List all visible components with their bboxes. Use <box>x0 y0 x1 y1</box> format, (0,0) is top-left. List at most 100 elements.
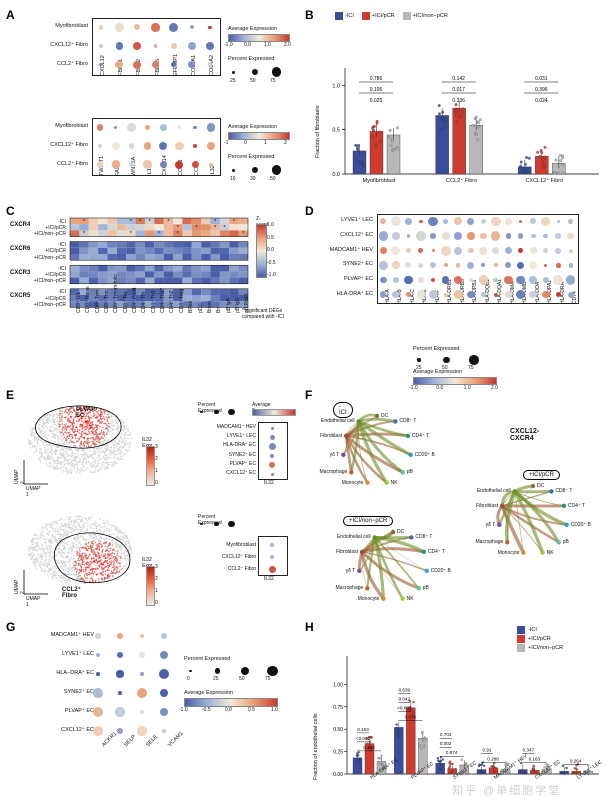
panel-c-cell <box>229 295 239 302</box>
panel-e-dotplot-top <box>258 422 288 480</box>
pct-legend-label: 10 <box>230 176 236 182</box>
colorbar-tick: 0 <box>244 140 247 146</box>
panel-e-dot <box>269 434 275 440</box>
panel-c-colorbar <box>256 224 267 278</box>
panel-c-cell <box>154 224 164 231</box>
panel-d-dot <box>504 291 512 299</box>
panel-d-dot <box>478 275 488 285</box>
pct-legend-label: 0 <box>187 676 190 682</box>
pct-legend-dot <box>189 669 192 673</box>
panel-d-dot <box>404 217 412 225</box>
panel-h-ytick: 0.75 <box>333 705 343 711</box>
pct-legend-dot <box>200 410 203 414</box>
panel-d-dot <box>530 233 536 239</box>
panel-c-cell <box>229 288 239 295</box>
panel-c-col-label: CD8⁺ Naive <box>85 286 92 314</box>
panel-c-col-label: pB IgA <box>225 298 232 314</box>
panel-d-row-label: SYNE2⁺ EC <box>342 261 373 268</box>
panel-f-condition-label: +ICI/non−pCR <box>343 516 394 526</box>
panel-c-col-label: CD8⁺ Trm <box>103 290 110 314</box>
panel-c-col-label: CD8⁺ Tex <box>122 291 129 314</box>
panel-c-cell <box>144 230 155 237</box>
panel-c-cell <box>98 224 108 231</box>
panel-h-ytick: 0.50 <box>333 727 343 733</box>
pct-legend-label: 75 <box>270 78 276 84</box>
panel-b-pvalue: 0.017 <box>452 87 465 93</box>
panel-a-top-dot <box>207 62 213 68</box>
panel-c-cell <box>219 301 230 308</box>
panel-c-cell <box>107 254 117 261</box>
panel-b-legend-item: +ICI/non−pCR <box>402 12 448 20</box>
panel-c-cell <box>201 277 211 284</box>
panel-d-col-label: HLA-C <box>409 288 416 304</box>
svg-text:*: * <box>83 219 85 225</box>
panel-e-cluster-label-bottom: CCL2⁺ Fibro <box>62 587 81 599</box>
panel-a-bot-dot <box>127 123 136 132</box>
panel-c-cell <box>191 301 202 308</box>
panel-d-dot <box>467 247 474 254</box>
panel-c-cell <box>144 224 155 231</box>
legend-label: +ICI/pCR <box>371 13 395 19</box>
panel-c-cell <box>126 247 136 254</box>
panel-c-cell <box>238 230 248 237</box>
panel-c-cell <box>210 277 220 284</box>
colorbar-tick: 1 <box>264 140 267 146</box>
panel-c-cell <box>182 224 192 231</box>
panel-c-cell <box>163 288 174 295</box>
legend-title-percent-expressed-2: Percent Expressed <box>228 154 275 160</box>
panel-g-dot <box>159 707 169 717</box>
pct-legend-dot <box>469 355 479 365</box>
svg-text:*: * <box>242 231 244 237</box>
panel-d-dot <box>468 277 473 283</box>
panel-c-cell <box>163 277 174 284</box>
panel-c-cell <box>135 254 145 261</box>
panel-c-cell <box>116 224 127 231</box>
panel-c-cell <box>98 288 108 295</box>
panel-c-col-label: CD4⁺ Tfh <box>141 292 148 314</box>
panel-e-dot <box>268 442 276 450</box>
panel-e-dot-row-label: LYVE1⁺ LEC <box>227 433 256 440</box>
panel-c-cell <box>79 265 89 272</box>
panel-c-cell <box>135 271 145 278</box>
panel-h-ytick: 0.25 <box>333 750 343 756</box>
pct-legend-label: 50 <box>270 176 276 182</box>
panel-f-node-label: Fibroblast <box>320 432 343 439</box>
avg-expression-colorbar-g <box>184 698 278 707</box>
panel-d-dot <box>541 290 550 299</box>
panel-a-bot-dot <box>193 125 197 130</box>
panel-c-col-label: CD4⁺ Th2 <box>169 290 176 314</box>
panel-e-umap2-axis: UMAP 2 <box>14 469 26 484</box>
panel-f-node-label: Fibroblast <box>336 548 359 555</box>
panel-c-cell <box>163 241 174 248</box>
panel-d-dot <box>530 218 537 225</box>
panel-c-cell <box>88 295 99 302</box>
panel-d-dot <box>379 276 387 284</box>
panel-d-dot <box>456 263 461 268</box>
panel-b-bar <box>452 108 466 175</box>
panel-c-cell <box>144 271 155 278</box>
legend-label: -ICI <box>345 13 354 19</box>
panel-c-cell <box>173 254 183 261</box>
panel-c-cell <box>126 288 136 295</box>
panel-e-umap2-axis-2: UMAP 2 <box>14 579 26 594</box>
avg-expression-colorbar-2 <box>228 132 290 140</box>
panel-f-node-label: Macrophage <box>319 469 348 476</box>
panel-c-cell <box>88 271 99 278</box>
pct-legend-dot <box>228 520 235 528</box>
panel-c-cell <box>126 277 136 284</box>
panel-c-cell <box>154 218 164 225</box>
panel-g-dot <box>162 729 166 733</box>
panel-b-pvalue: 0.336 <box>452 98 465 104</box>
panel-c-cell <box>70 277 80 284</box>
panel-d-dot <box>378 231 388 241</box>
panel-a-bottom-legend: Average Expression -1 0 1 2 Percent Express… <box>224 124 300 182</box>
panel-c-cell <box>173 218 183 225</box>
panel-c-cell <box>201 241 211 248</box>
panel-c-cell <box>173 301 183 308</box>
panel-e-dot-row-label-2: CXCL12⁺ Fibro <box>221 554 256 560</box>
panel-d-legend: Percent Expressed 25 50 75 Average Express… <box>409 346 573 393</box>
panel-c-cell <box>79 301 89 308</box>
panel-c-cell <box>135 230 145 237</box>
panel-c-cell <box>88 254 99 261</box>
legend-label: -ICI <box>528 627 537 633</box>
